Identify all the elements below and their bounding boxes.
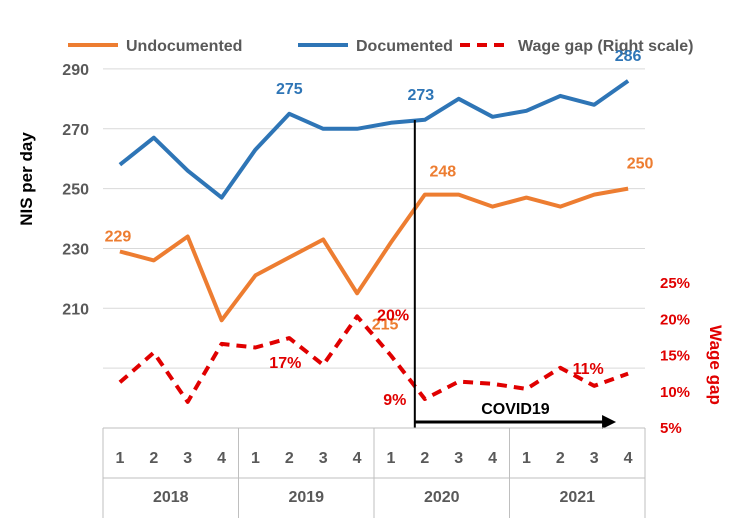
left-tick-label: 290 (62, 62, 89, 79)
data-label: 215 (372, 316, 399, 333)
quarter-tick-label: 3 (319, 450, 328, 467)
quarter-tick-label: 1 (386, 450, 395, 467)
quarter-tick-label: 3 (590, 450, 599, 467)
data-label: 20% (377, 307, 409, 324)
left-axis-ticks: 210 230 250 270 290 (62, 62, 89, 318)
quarter-tick-label: 3 (454, 450, 463, 467)
left-tick-label: 250 (62, 182, 89, 199)
quarter-tick-label: 2 (149, 450, 158, 467)
data-label: 11% (573, 361, 604, 378)
right-tick-label: 15% (660, 348, 690, 365)
left-axis-title: NIS per day (17, 132, 36, 226)
quarter-tick-label: 1 (522, 450, 531, 467)
quarter-tick-label: 1 (115, 450, 124, 467)
data-label: 250 (627, 156, 654, 173)
left-tick-label: 270 (62, 122, 89, 139)
quarter-tick-label: 4 (217, 450, 226, 467)
quarter-tick-label: 2 (285, 450, 294, 467)
data-label: 9% (383, 392, 406, 409)
series-line-undocumented (119, 186, 629, 323)
legend-entry: Wage gap (Right scale) (518, 38, 693, 55)
right-tick-label: 10% (660, 384, 690, 401)
year-label: 2021 (559, 489, 595, 506)
right-axis-title: Wage gap (706, 325, 725, 405)
legend-entry: Documented (356, 38, 453, 55)
gridlines (103, 68, 645, 429)
data-label: 273 (407, 87, 434, 104)
series-group (118, 79, 630, 404)
left-tick-label: 210 (62, 301, 89, 318)
x-axis: 1 2 3 4 1 2 3 4 1 2 3 4 1 2 3 4 2018 2019 2020 2021 (102, 427, 646, 518)
quarter-tick-label: 4 (488, 450, 497, 467)
data-label: 275 (276, 81, 303, 98)
covid-annotation: COVID19 (413, 120, 617, 429)
data-labels: 229 215 248 250 275 273 286 17% 20% 9% 11% (105, 48, 654, 409)
quarter-tick-label: 2 (420, 450, 429, 467)
right-axis-ticks: 5% 10% 15% 20% 25% (660, 275, 690, 437)
year-label: 2018 (153, 489, 189, 506)
left-tick-label: 230 (62, 241, 89, 258)
legend-entry: Undocumented (126, 38, 242, 55)
year-label: 2020 (424, 489, 460, 506)
legend: Undocumented Documented Wage gap (Right sc… (68, 38, 693, 55)
right-tick-label: 25% (660, 275, 690, 292)
series-line-documented (118, 79, 630, 200)
quarter-tick-label: 2 (556, 450, 565, 467)
quarter-tick-label: 1 (251, 450, 260, 467)
data-label: 286 (615, 48, 642, 65)
data-label: 229 (105, 228, 132, 245)
covid-label: COVID19 (481, 401, 550, 418)
data-label: 248 (429, 164, 456, 181)
quarter-tick-label: 4 (624, 450, 633, 467)
right-tick-label: 5% (660, 420, 682, 437)
right-tick-label: 20% (660, 311, 690, 328)
quarter-tick-label: 4 (353, 450, 362, 467)
year-label: 2019 (288, 489, 324, 506)
quarter-tick-label: 3 (183, 450, 192, 467)
data-label: 17% (269, 355, 301, 372)
series-line-wage-gap-right-scale (118, 314, 629, 404)
covid-arrow-head (602, 415, 617, 429)
